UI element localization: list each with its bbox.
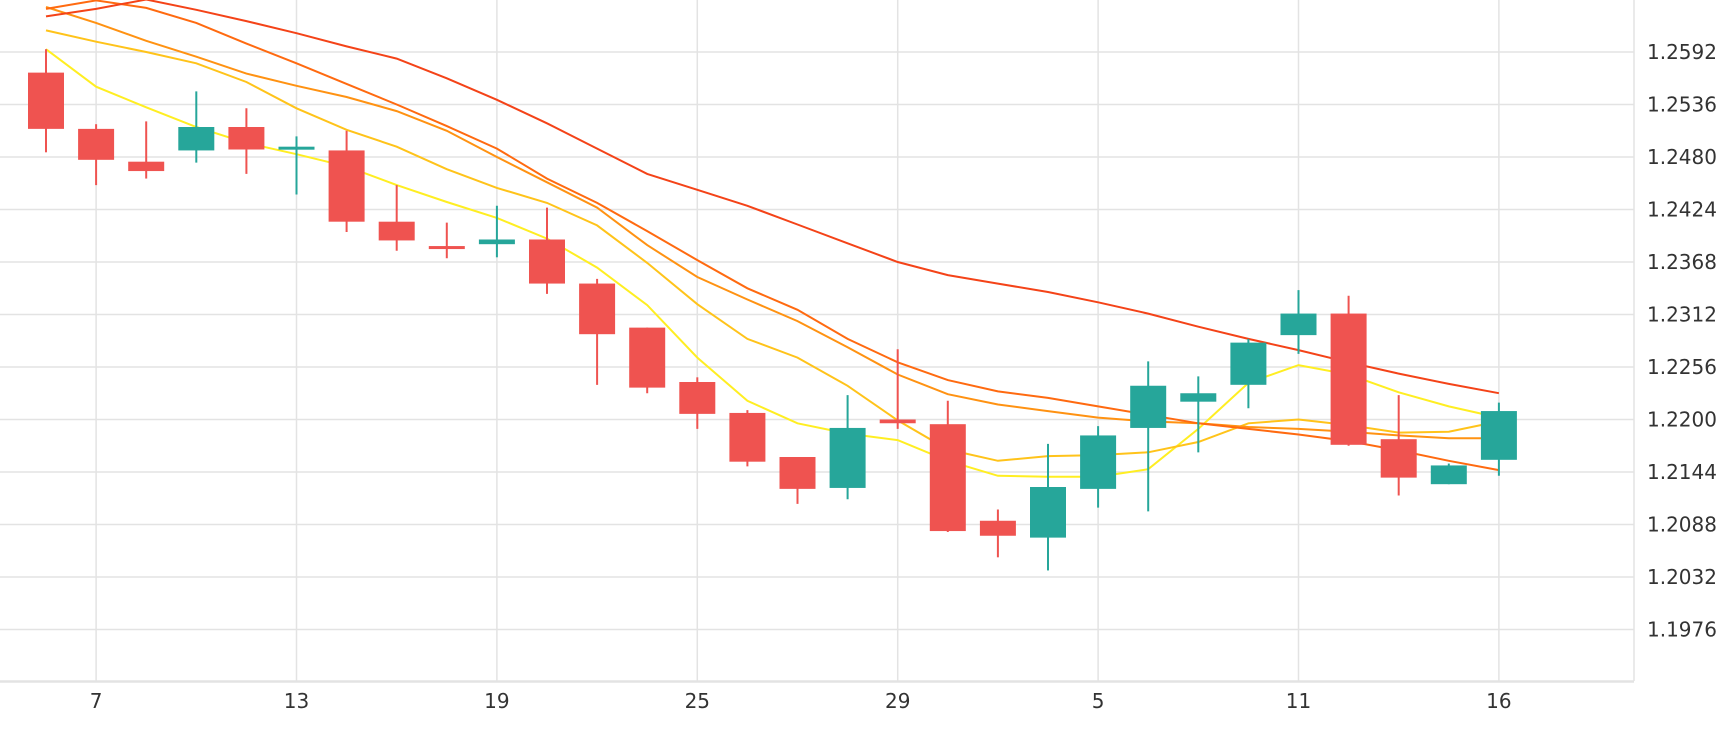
candle-down <box>28 49 64 153</box>
candle-down <box>779 457 816 504</box>
candle-body <box>779 457 816 489</box>
moving-average-line <box>45 48 1500 478</box>
x-tick-label: 11 <box>1286 689 1311 713</box>
candle-down <box>1330 295 1367 446</box>
y-tick-label: 1.2144 <box>1647 460 1717 484</box>
axis-layer: 1.1976 1.2032 1.2088 1.2144 1.2200 1.2256 1.23… <box>0 0 1717 713</box>
candle-body <box>1230 342 1267 385</box>
candle-down <box>378 185 415 251</box>
moving-average-line <box>45 6 1499 440</box>
candle-body <box>1130 385 1167 428</box>
x-tick-label: 5 <box>1092 689 1105 713</box>
candle-body <box>829 427 866 488</box>
y-tick-label: 1.2536 <box>1647 93 1717 117</box>
candle-body <box>729 412 766 462</box>
candle-up <box>1080 426 1117 508</box>
y-tick-label: 1.2368 <box>1647 250 1717 274</box>
candle-down <box>1380 395 1417 496</box>
candle-body <box>1030 487 1066 538</box>
candle-down <box>929 400 966 532</box>
candle-body <box>1380 439 1417 478</box>
candle-body <box>1080 435 1117 489</box>
candle-body <box>478 239 515 245</box>
candle-body <box>929 424 966 532</box>
candle-down <box>679 377 716 429</box>
candle-body <box>1330 313 1367 445</box>
moving-average-line <box>45 29 1500 462</box>
candle-down <box>979 509 1016 558</box>
moving-average-line <box>45 0 1500 472</box>
candle-body <box>178 127 215 151</box>
x-tick-label: 7 <box>90 689 103 713</box>
candle-body <box>879 419 916 424</box>
candle-up <box>1480 402 1517 476</box>
candle-body <box>278 146 315 150</box>
candle-body <box>78 128 115 160</box>
x-tick-label: 19 <box>484 689 509 713</box>
candle-up <box>1130 361 1167 512</box>
candle-up <box>1280 290 1317 354</box>
candle-down <box>128 121 165 179</box>
candle-down <box>629 327 666 394</box>
candle-up <box>1030 443 1066 571</box>
candle-body <box>579 283 616 335</box>
candle-body <box>28 72 64 129</box>
y-tick-label: 1.2032 <box>1647 565 1717 589</box>
candle-down <box>579 278 616 385</box>
candle-up <box>278 136 315 195</box>
x-tick-label: 29 <box>885 689 910 713</box>
candle-body <box>428 246 465 250</box>
candle-down <box>879 349 916 429</box>
moving-average-layer <box>45 0 1500 478</box>
y-tick-label: 1.2592 <box>1647 40 1717 64</box>
x-tick-label: 16 <box>1486 689 1511 713</box>
candle-down <box>328 130 365 232</box>
x-tick-label: 25 <box>685 689 710 713</box>
candle-down <box>428 222 465 259</box>
y-tick-label: 1.2256 <box>1647 355 1717 379</box>
candle-body <box>679 382 716 414</box>
candle-body <box>1180 393 1217 402</box>
candle-body <box>128 161 165 172</box>
candle-up <box>1430 463 1467 485</box>
grid-layer <box>0 0 1634 683</box>
candle-up <box>178 91 215 163</box>
candle-body <box>378 221 415 241</box>
candle-body <box>1280 313 1317 336</box>
moving-average-line <box>45 0 1500 395</box>
candle-up <box>1180 376 1217 453</box>
x-tick-label: 13 <box>284 689 309 713</box>
candle-body <box>228 127 265 150</box>
candle-body <box>328 150 365 222</box>
candle-body <box>979 520 1016 536</box>
candle-body <box>1430 465 1467 485</box>
y-tick-label: 1.2088 <box>1647 513 1717 537</box>
candle-body <box>629 327 666 388</box>
y-tick-label: 1.2424 <box>1647 198 1717 222</box>
candle-down <box>78 124 115 186</box>
candle-layer <box>28 49 1517 571</box>
y-tick-label: 1.2200 <box>1647 408 1717 432</box>
candle-up <box>829 395 866 500</box>
candle-body <box>1480 411 1517 460</box>
candle-body <box>529 239 565 284</box>
candle-up <box>1230 338 1267 409</box>
y-tick-label: 1.1976 <box>1647 618 1717 642</box>
candle-down <box>228 108 265 174</box>
candle-down <box>729 410 766 467</box>
candle-up <box>478 205 515 258</box>
candle-down <box>529 207 565 294</box>
y-tick-label: 1.2312 <box>1647 303 1717 327</box>
y-tick-label: 1.2480 <box>1647 145 1717 169</box>
